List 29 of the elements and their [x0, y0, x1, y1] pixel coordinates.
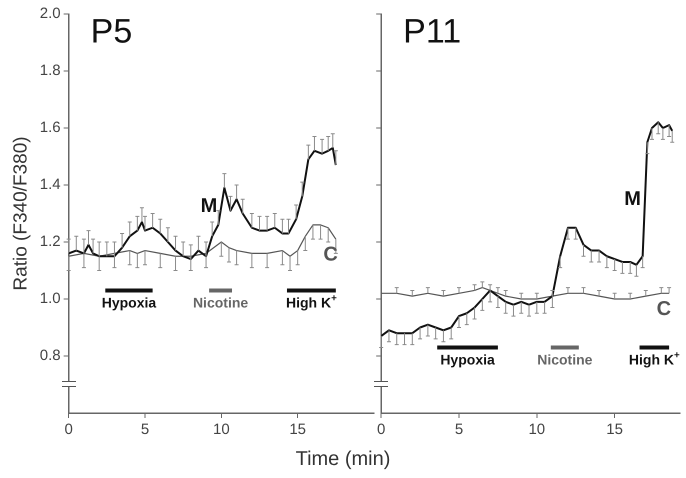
y-tick-label: 1.6 [40, 119, 61, 136]
x-tick-label: 5 [140, 421, 150, 438]
x-tick-label: 0 [64, 421, 73, 438]
series-label: High K+ [628, 350, 680, 368]
x-tick-label: 15 [289, 421, 306, 438]
x-tick-label: 0 [377, 421, 386, 438]
chart-title: P11 [403, 12, 462, 50]
x-tick-label: 10 [212, 421, 230, 438]
y-tick-label: 1.2 [40, 233, 61, 250]
series-label: M [624, 188, 641, 210]
y-tick-label: 2.0 [40, 5, 61, 22]
chart-title: P5 [90, 12, 132, 50]
x-tick-label: 10 [528, 421, 546, 438]
y-tick-label: 1.0 [40, 290, 61, 308]
y-tick-label: 1.4 [40, 176, 61, 194]
y-axis-title: Ratio (F340/F380) [10, 136, 32, 291]
series-label: C [323, 244, 338, 266]
series-label: High K+ [286, 293, 338, 310]
series-label: Nicotine [537, 351, 593, 368]
series-label: M [200, 194, 218, 217]
series-label: Nicotine [192, 294, 248, 310]
x-tick-label: 15 [606, 421, 623, 438]
y-tick-label: 1.8 [40, 62, 61, 80]
x-tick-label: 5 [454, 421, 464, 438]
y-tick-label: 0.8 [40, 347, 61, 364]
series-label: C [656, 298, 672, 320]
series-label: Hypoxia [440, 351, 495, 368]
x-axis-title: Time (min) [294, 448, 392, 471]
series-label: Hypoxia [102, 294, 156, 310]
